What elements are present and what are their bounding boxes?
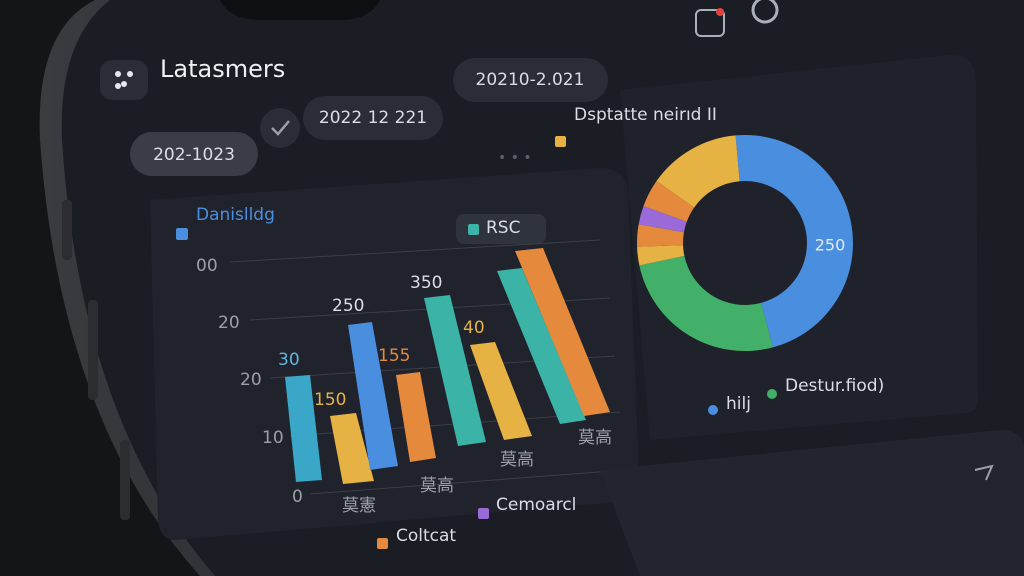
notification-dot [716,8,724,16]
legend-swatch [478,508,489,519]
side-button [88,300,98,400]
date-chip-label: 20210-2.021 [476,70,585,90]
donut [637,135,853,351]
legend-label: Cemoarcl [496,495,576,515]
bar [396,372,436,462]
x-label: 莫高 [420,476,454,496]
dots: • • • [498,150,532,166]
bar-panel [150,168,640,540]
legend-label: Dsptatte neirıd II [574,105,717,125]
date-chip[interactable] [303,96,443,140]
bar-label: 250 [332,296,364,316]
legend-swatch [176,228,188,240]
donut-segment [735,135,853,348]
side-button [120,440,130,520]
bar-label: 30 [278,350,300,370]
bars [285,248,610,484]
notch [220,0,380,20]
donut-label: 250 [815,236,846,255]
side-button [62,200,72,260]
app-title: Latasmers [160,55,285,83]
donut-segment [638,206,687,233]
legend-swatch [377,538,388,549]
donut-segment [637,245,685,266]
donut-segment [656,135,740,208]
donut-segment [639,255,773,351]
donut-segment [637,224,684,247]
tooltip-label: RSC [486,218,520,238]
check-button[interactable] [260,108,300,148]
settings-icon[interactable] [751,0,779,24]
bar-label: 155 [378,346,410,366]
date-chip-label: 2022 12 221 [319,108,427,128]
legend-label: Coltcat [396,526,456,546]
bar [470,342,532,440]
date-chip[interactable] [453,58,608,102]
tooltip [456,214,546,244]
notification-icon[interactable] [695,9,725,37]
bar [285,375,322,482]
bottom-card[interactable] [600,430,1024,576]
bar-label: 350 [410,273,442,293]
donut-segment [643,181,695,222]
y-label: 20 [240,370,262,390]
legend-label: Destur.fiod) [785,376,884,396]
date-chip[interactable] [130,132,258,176]
legend-label: hilj [726,394,751,414]
y-label: 20 [218,313,240,333]
bar [330,413,374,484]
legend-dot [708,405,718,415]
y-label: 0 [292,487,303,507]
x-label: 莫高 [500,450,534,470]
y-label: 00 [196,256,218,276]
bar [515,248,610,416]
x-label: 莫高 [578,428,612,448]
menu-button[interactable] [100,60,148,100]
x-label: 莫憲 [342,495,376,516]
bar-label: 40 [463,318,485,338]
bar [348,322,398,470]
date-chip-label: 202-1023 [153,145,235,165]
legend-swatch [555,136,566,147]
legend-dot [767,389,777,399]
legend-label: Danislldg [196,205,275,225]
bar [424,295,486,446]
bar [497,268,586,424]
bar-label: 150 [314,390,346,410]
y-label: 10 [262,428,284,448]
